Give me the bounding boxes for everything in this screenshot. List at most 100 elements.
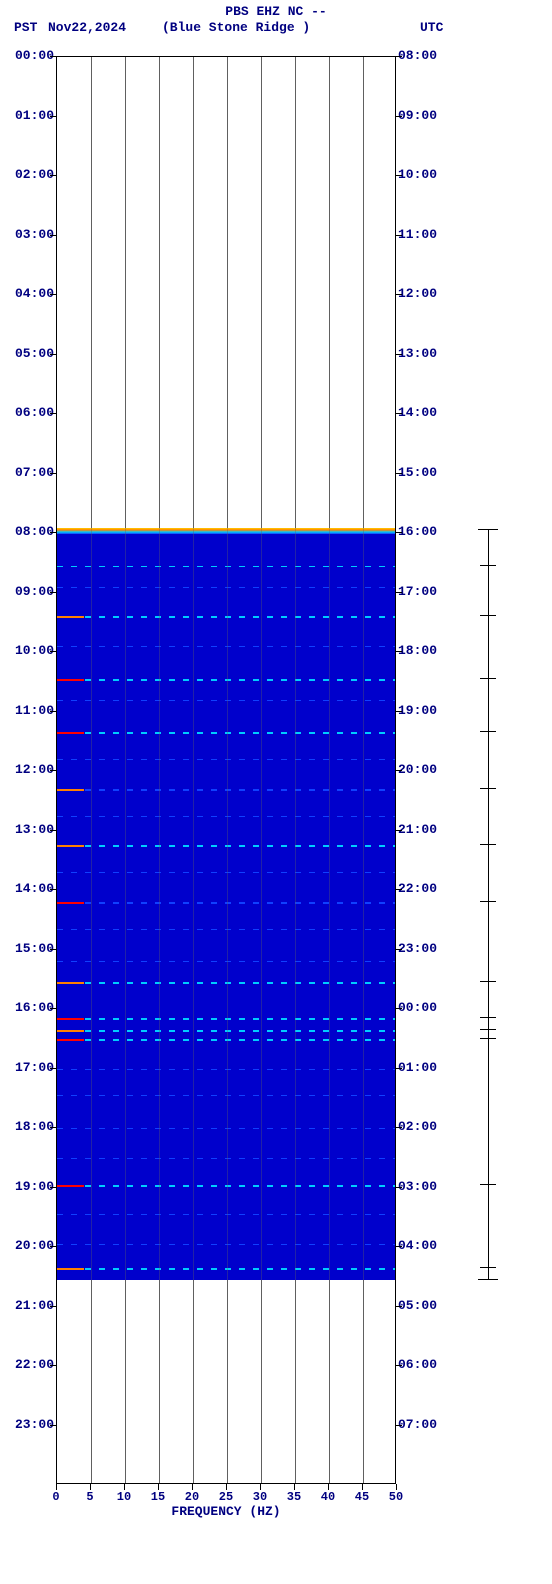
spectrogram-streak [57, 1030, 395, 1032]
spectrogram-streak [57, 902, 395, 904]
y-left-label: 22:00 [10, 1357, 54, 1372]
y-right-tick [396, 354, 402, 355]
y-right-label: 19:00 [398, 703, 437, 718]
spectrogram-streak [57, 1158, 395, 1159]
y-right-label: 02:00 [398, 1119, 437, 1134]
spectrogram-streak [57, 1268, 395, 1270]
event-ruler-cap [478, 1279, 498, 1280]
y-right-tick [396, 175, 402, 176]
y-right-label: 10:00 [398, 167, 437, 182]
y-left-label: 04:00 [10, 286, 54, 301]
grid-vertical-over [159, 57, 160, 1483]
x-label: 50 [389, 1490, 403, 1504]
pst-label: PST [14, 20, 37, 35]
y-left-label: 13:00 [10, 822, 54, 837]
event-ruler-tick [480, 731, 496, 732]
y-left-label: 20:00 [10, 1238, 54, 1253]
spectrogram-streak [57, 700, 395, 701]
event-ruler-tick [480, 1038, 496, 1039]
spectrogram-streak [57, 872, 395, 873]
y-right-tick [396, 56, 402, 57]
y-right-tick [396, 1187, 402, 1188]
grid-vertical-over [363, 57, 364, 1483]
y-right-tick [396, 1306, 402, 1307]
y-right-tick [396, 532, 402, 533]
event-ruler-tick [480, 1267, 496, 1268]
y-left-tick [50, 1365, 56, 1366]
y-left-tick [50, 56, 56, 57]
y-left-tick [50, 1425, 56, 1426]
event-ruler-cap [478, 529, 498, 530]
spectrogram-streak [57, 789, 395, 791]
y-right-label: 22:00 [398, 881, 437, 896]
event-ruler-tick [480, 565, 496, 566]
y-left-tick [50, 949, 56, 950]
x-label: 10 [117, 1490, 131, 1504]
spectrogram-streak [57, 1244, 395, 1245]
y-left-label: 23:00 [10, 1417, 54, 1432]
y-left-label: 16:00 [10, 1000, 54, 1015]
spectrogram-streak [57, 1039, 395, 1041]
spectrogram-data-region [57, 530, 395, 1280]
y-right-tick [396, 413, 402, 414]
y-left-tick [50, 473, 56, 474]
event-ruler-tick [480, 615, 496, 616]
y-right-tick [396, 1008, 402, 1009]
y-right-label: 01:00 [398, 1060, 437, 1075]
x-label: 25 [219, 1490, 233, 1504]
y-left-label: 06:00 [10, 405, 54, 420]
y-left-tick [50, 532, 56, 533]
spectrogram-streak [57, 982, 395, 984]
y-right-label: 09:00 [398, 108, 437, 123]
y-left-label: 09:00 [10, 584, 54, 599]
y-right-tick [396, 592, 402, 593]
y-left-tick [50, 1008, 56, 1009]
utc-label: UTC [420, 20, 443, 35]
y-right-tick [396, 116, 402, 117]
y-right-label: 23:00 [398, 941, 437, 956]
y-right-label: 21:00 [398, 822, 437, 837]
spectrogram-streak [57, 816, 395, 817]
y-right-tick [396, 889, 402, 890]
y-left-label: 14:00 [10, 881, 54, 896]
event-ruler-tick [480, 1184, 496, 1185]
spectrogram-streak [57, 759, 395, 760]
spectrogram-streak [57, 646, 395, 647]
x-axis-title: FREQUENCY (HZ) [56, 1504, 396, 1519]
y-left-label: 00:00 [10, 48, 54, 63]
x-label: 0 [52, 1490, 59, 1504]
y-left-label: 18:00 [10, 1119, 54, 1134]
y-right-tick [396, 294, 402, 295]
x-label: 45 [355, 1490, 369, 1504]
spectrogram-streak [57, 616, 395, 618]
y-right-tick [396, 1425, 402, 1426]
y-left-tick [50, 711, 56, 712]
y-right-tick [396, 473, 402, 474]
y-left-label: 15:00 [10, 941, 54, 956]
spectrogram-streak [57, 587, 395, 588]
station-label: (Blue Stone Ridge ) [162, 20, 310, 35]
y-left-tick [50, 889, 56, 890]
y-right-label: 11:00 [398, 227, 437, 242]
chart-title: PBS EHZ NC -- [0, 4, 552, 19]
y-left-label: 01:00 [10, 108, 54, 123]
spectrogram-streak [57, 1185, 395, 1187]
spectrogram-streak [57, 732, 395, 734]
grid-vertical-over [329, 57, 330, 1483]
y-right-label: 16:00 [398, 524, 437, 539]
x-label: 15 [151, 1490, 165, 1504]
event-ruler-tick [480, 844, 496, 845]
y-right-tick [396, 711, 402, 712]
y-right-tick [396, 1127, 402, 1128]
y-left-tick [50, 1187, 56, 1188]
y-right-label: 13:00 [398, 346, 437, 361]
y-right-tick [396, 1246, 402, 1247]
y-right-label: 07:00 [398, 1417, 437, 1432]
grid-vertical-over [227, 57, 228, 1483]
y-left-tick [50, 830, 56, 831]
y-right-tick [396, 1068, 402, 1069]
grid-vertical-over [295, 57, 296, 1483]
y-left-tick [50, 413, 56, 414]
y-left-label: 21:00 [10, 1298, 54, 1313]
y-left-tick [50, 354, 56, 355]
